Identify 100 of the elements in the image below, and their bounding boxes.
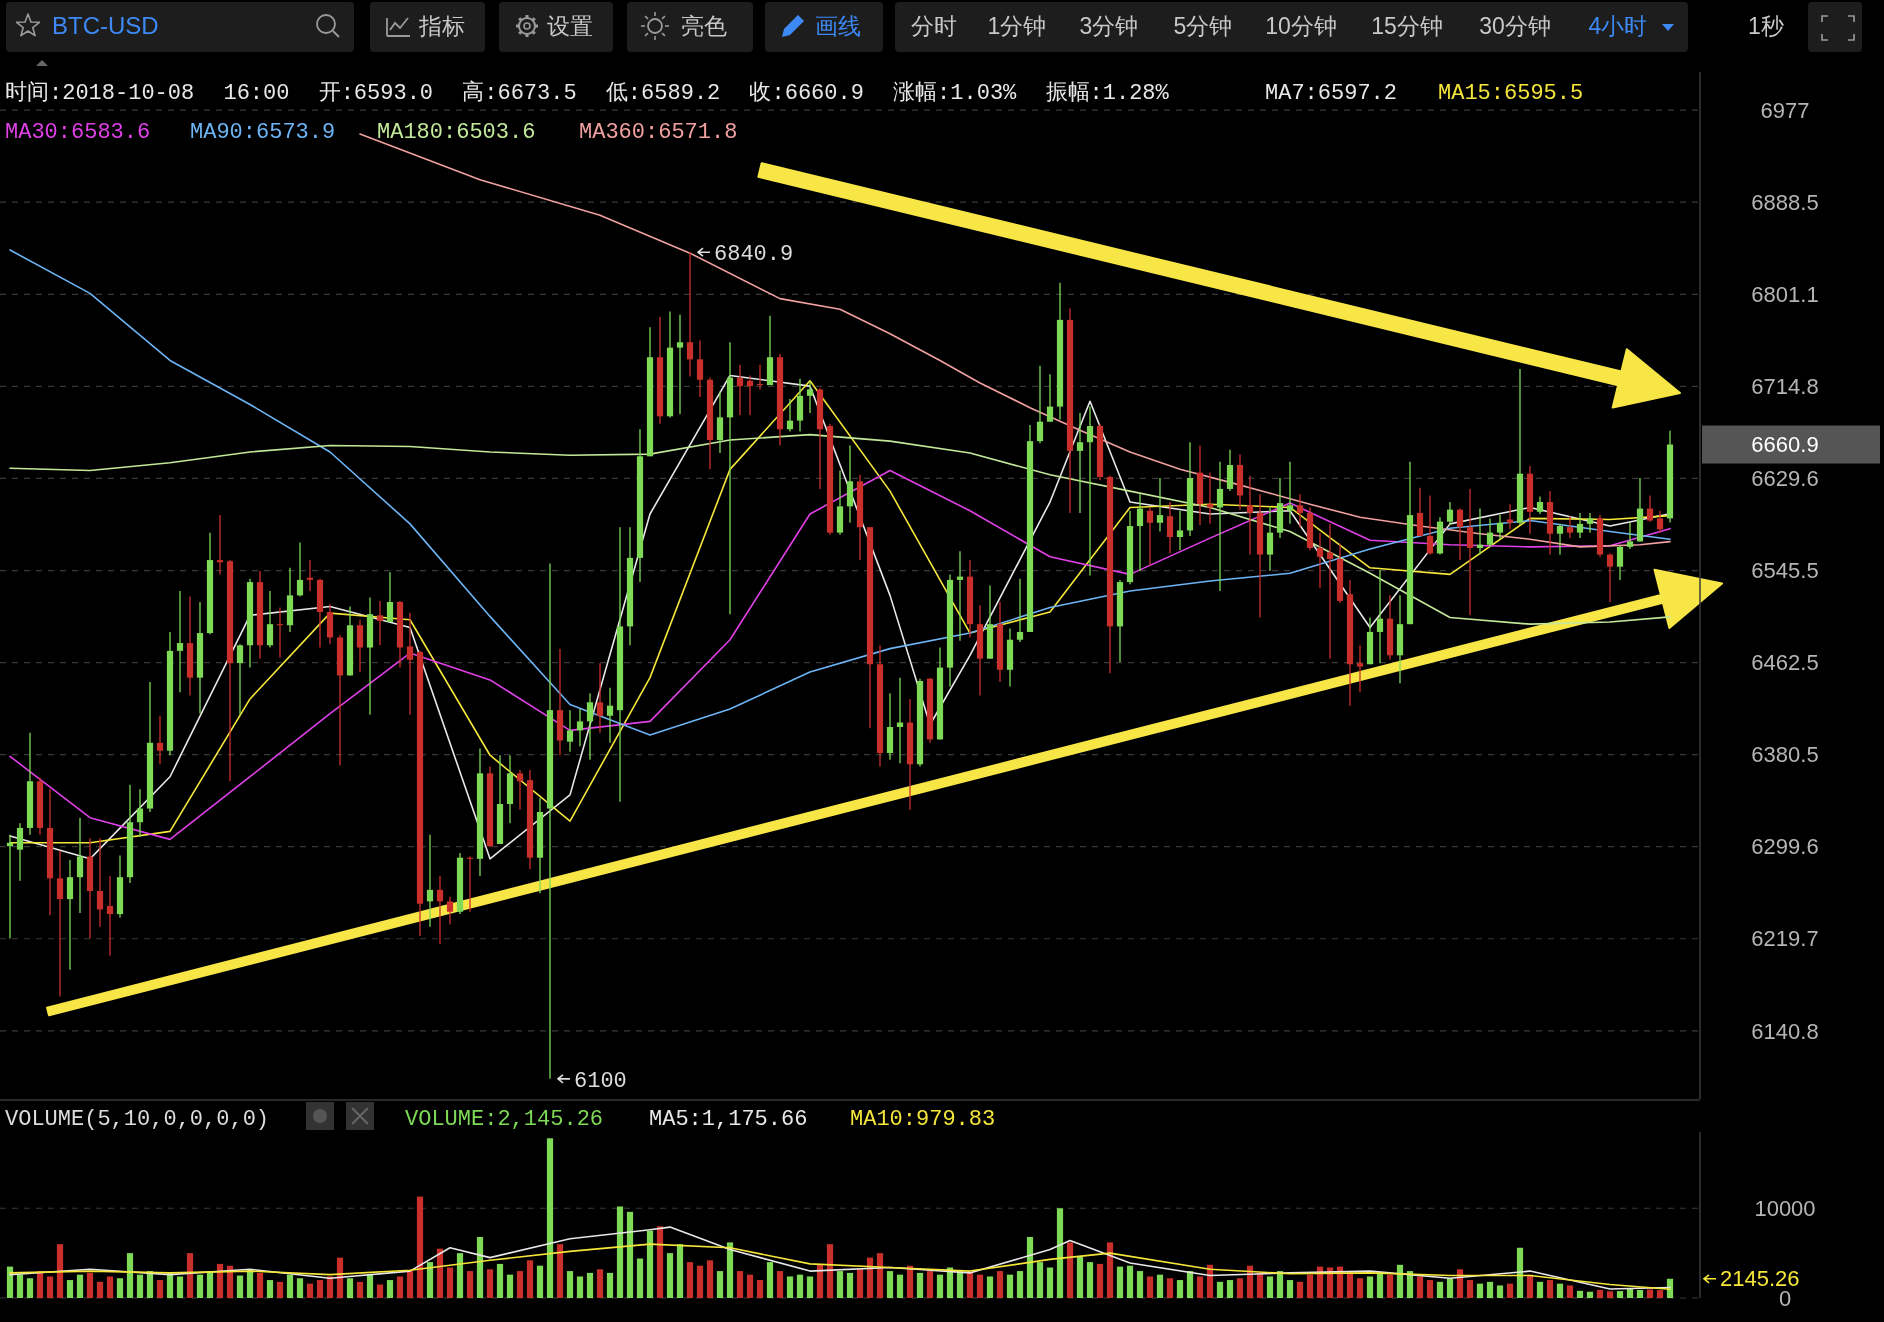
bar bbox=[936, 1274, 944, 1298]
bar bbox=[96, 1281, 104, 1298]
candlestick bbox=[96, 837, 104, 928]
candlestick bbox=[516, 769, 524, 811]
bar bbox=[416, 1196, 424, 1298]
candlestick bbox=[1456, 507, 1464, 561]
candlestick bbox=[686, 251, 694, 378]
candlestick bbox=[1426, 494, 1434, 556]
bar bbox=[906, 1265, 914, 1298]
bar bbox=[56, 1244, 64, 1298]
bar bbox=[266, 1280, 274, 1298]
bar bbox=[1266, 1276, 1274, 1298]
text: 4小时 bbox=[1588, 13, 1648, 39]
bar bbox=[1356, 1278, 1364, 1298]
bar bbox=[346, 1278, 354, 1298]
candlestick bbox=[1656, 510, 1664, 534]
bar bbox=[756, 1280, 764, 1298]
text: 设置 bbox=[547, 13, 593, 39]
bar bbox=[926, 1271, 934, 1298]
bar bbox=[806, 1276, 814, 1298]
bar bbox=[1496, 1285, 1504, 1298]
candlestick bbox=[1286, 461, 1294, 525]
bar bbox=[216, 1263, 224, 1298]
text: 6660.9 bbox=[1751, 432, 1819, 458]
candlestick bbox=[66, 859, 74, 971]
bar bbox=[376, 1284, 384, 1298]
text: MA180:6503.6 bbox=[377, 120, 536, 145]
y-tick-label: 6380.5 bbox=[1751, 742, 1819, 768]
candlestick bbox=[1616, 545, 1624, 581]
candlestick bbox=[716, 390, 724, 454]
bar bbox=[106, 1276, 114, 1298]
candlestick bbox=[1296, 493, 1304, 528]
candlestick bbox=[296, 541, 304, 598]
candlestick bbox=[1316, 531, 1324, 589]
bar bbox=[236, 1275, 244, 1298]
bar bbox=[256, 1272, 264, 1298]
bar bbox=[286, 1274, 294, 1298]
bar bbox=[536, 1265, 544, 1298]
candlestick bbox=[1466, 488, 1474, 616]
bar bbox=[986, 1276, 994, 1298]
bar bbox=[1546, 1280, 1554, 1298]
line-series bbox=[9, 1243, 1671, 1291]
candlestick bbox=[376, 600, 384, 646]
bar bbox=[796, 1274, 804, 1298]
text: 10分钟 bbox=[1265, 13, 1337, 39]
bar bbox=[486, 1269, 494, 1298]
candlestick bbox=[1486, 517, 1494, 548]
candlestick bbox=[1156, 477, 1164, 533]
bar bbox=[176, 1276, 184, 1298]
bar bbox=[676, 1244, 684, 1298]
text: MA90:6573.9 bbox=[190, 120, 336, 145]
annotation: 6100 bbox=[574, 1068, 627, 1094]
bar bbox=[996, 1271, 1004, 1298]
candlestick bbox=[1646, 494, 1654, 523]
text: MA7:6597.2 bbox=[1265, 81, 1398, 106]
bar bbox=[1416, 1276, 1424, 1298]
bar bbox=[196, 1274, 204, 1298]
bar bbox=[1056, 1208, 1064, 1298]
candlestick bbox=[1496, 514, 1504, 540]
candlestick bbox=[1246, 475, 1254, 556]
bar bbox=[656, 1226, 664, 1298]
candlestick bbox=[106, 875, 114, 957]
bar bbox=[226, 1265, 234, 1298]
text: 1分钟 bbox=[987, 13, 1047, 39]
candlestick bbox=[406, 612, 414, 716]
text: 15分钟 bbox=[1371, 13, 1443, 39]
y-tick-label: 6801.1 bbox=[1751, 281, 1819, 307]
text: 3分钟 bbox=[1079, 13, 1139, 39]
bar bbox=[116, 1278, 124, 1298]
bar bbox=[1036, 1262, 1044, 1298]
bar bbox=[1176, 1280, 1184, 1298]
bar bbox=[826, 1244, 834, 1298]
bar bbox=[556, 1244, 564, 1298]
bar bbox=[1156, 1274, 1164, 1298]
bar bbox=[1286, 1280, 1294, 1298]
bar bbox=[16, 1274, 24, 1298]
y-tick-label: 6140.8 bbox=[1751, 1018, 1819, 1044]
bar bbox=[726, 1242, 734, 1298]
candlestick bbox=[596, 662, 604, 734]
bar bbox=[316, 1280, 324, 1298]
bar bbox=[886, 1271, 894, 1298]
bar bbox=[1196, 1276, 1204, 1298]
bar bbox=[696, 1265, 704, 1298]
candlestick bbox=[176, 590, 184, 693]
candlestick bbox=[56, 850, 64, 998]
candlestick bbox=[1136, 493, 1144, 572]
bar bbox=[356, 1281, 364, 1298]
candlestick bbox=[586, 692, 594, 761]
candlestick bbox=[1606, 552, 1614, 603]
bar bbox=[1606, 1291, 1614, 1298]
bar bbox=[1136, 1271, 1144, 1298]
bar bbox=[1366, 1276, 1374, 1298]
bar bbox=[856, 1269, 864, 1298]
candlestick bbox=[1556, 523, 1564, 556]
candlestick bbox=[606, 687, 614, 744]
bar bbox=[1576, 1290, 1584, 1298]
bar bbox=[476, 1236, 484, 1298]
bar bbox=[466, 1271, 474, 1298]
bar bbox=[1116, 1266, 1124, 1298]
bar bbox=[456, 1253, 464, 1298]
